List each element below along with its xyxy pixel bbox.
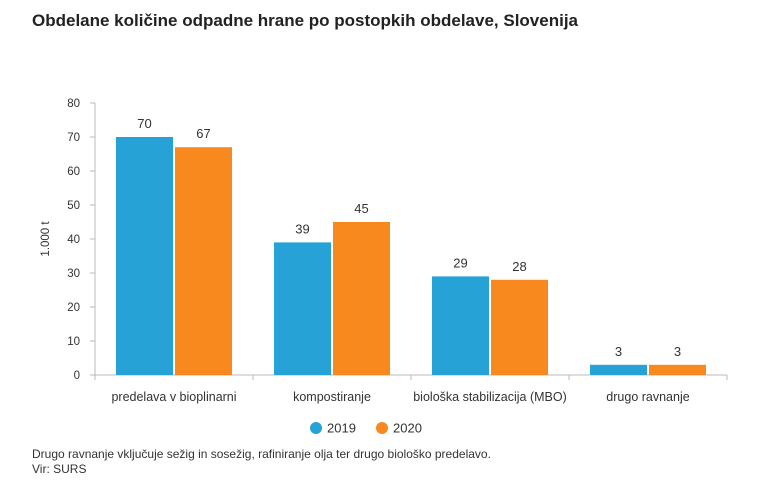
legend-marker-2019: [310, 422, 322, 434]
bar-chart: 0 10 20 30 40 50 60 70 80 1.000 t 70 67 predelava v …: [40, 98, 728, 436]
bar-2019: [590, 364, 647, 375]
data-label: 39: [295, 221, 309, 236]
y-tick-label: 20: [67, 302, 80, 314]
legend-label: 2020: [393, 421, 422, 436]
x-tick-label: predelava v bioplinarni: [111, 390, 236, 404]
notes: Drugo ravnanje vključuje sežig in soseži…: [32, 447, 491, 477]
bar-2020: [333, 222, 390, 375]
data-label: 3: [674, 344, 681, 359]
bar-2019: [432, 276, 489, 375]
x-tick-label: kompostiranje: [293, 390, 371, 404]
bar-2020: [175, 147, 232, 375]
y-tick-label: 0: [74, 370, 80, 382]
source: Vir: SURS: [32, 462, 87, 476]
y-tick-label: 60: [67, 166, 80, 178]
data-label: 28: [512, 259, 526, 274]
y-tick-label: 70: [67, 132, 80, 144]
bar-2019: [116, 137, 173, 375]
legend-marker-2020: [376, 422, 388, 434]
bar-2020: [491, 279, 548, 375]
chart-title: Obdelane količine odpadne hrane po posto…: [32, 11, 578, 30]
footnote: Drugo ravnanje vključuje sežig in soseži…: [32, 447, 491, 461]
data-label: 45: [354, 201, 368, 216]
y-tick-label: 40: [67, 234, 80, 246]
x-tick-label: biološka stabilizacija (MBO): [413, 390, 567, 404]
data-label: 67: [196, 126, 210, 141]
data-label: 3: [615, 344, 622, 359]
bar-2020: [649, 364, 706, 375]
legend-label: 2019: [327, 421, 356, 436]
y-tick-label: 10: [67, 336, 80, 348]
y-axis-label: 1.000 t: [40, 221, 52, 257]
y-tick-label: 50: [67, 200, 80, 212]
bar-2019: [274, 242, 331, 375]
data-label: 29: [453, 255, 467, 270]
y-tick-label: 30: [67, 268, 80, 280]
y-tick-label: 80: [67, 98, 80, 110]
x-tick-label: drugo ravnanje: [606, 390, 689, 404]
data-label: 70: [137, 116, 151, 131]
